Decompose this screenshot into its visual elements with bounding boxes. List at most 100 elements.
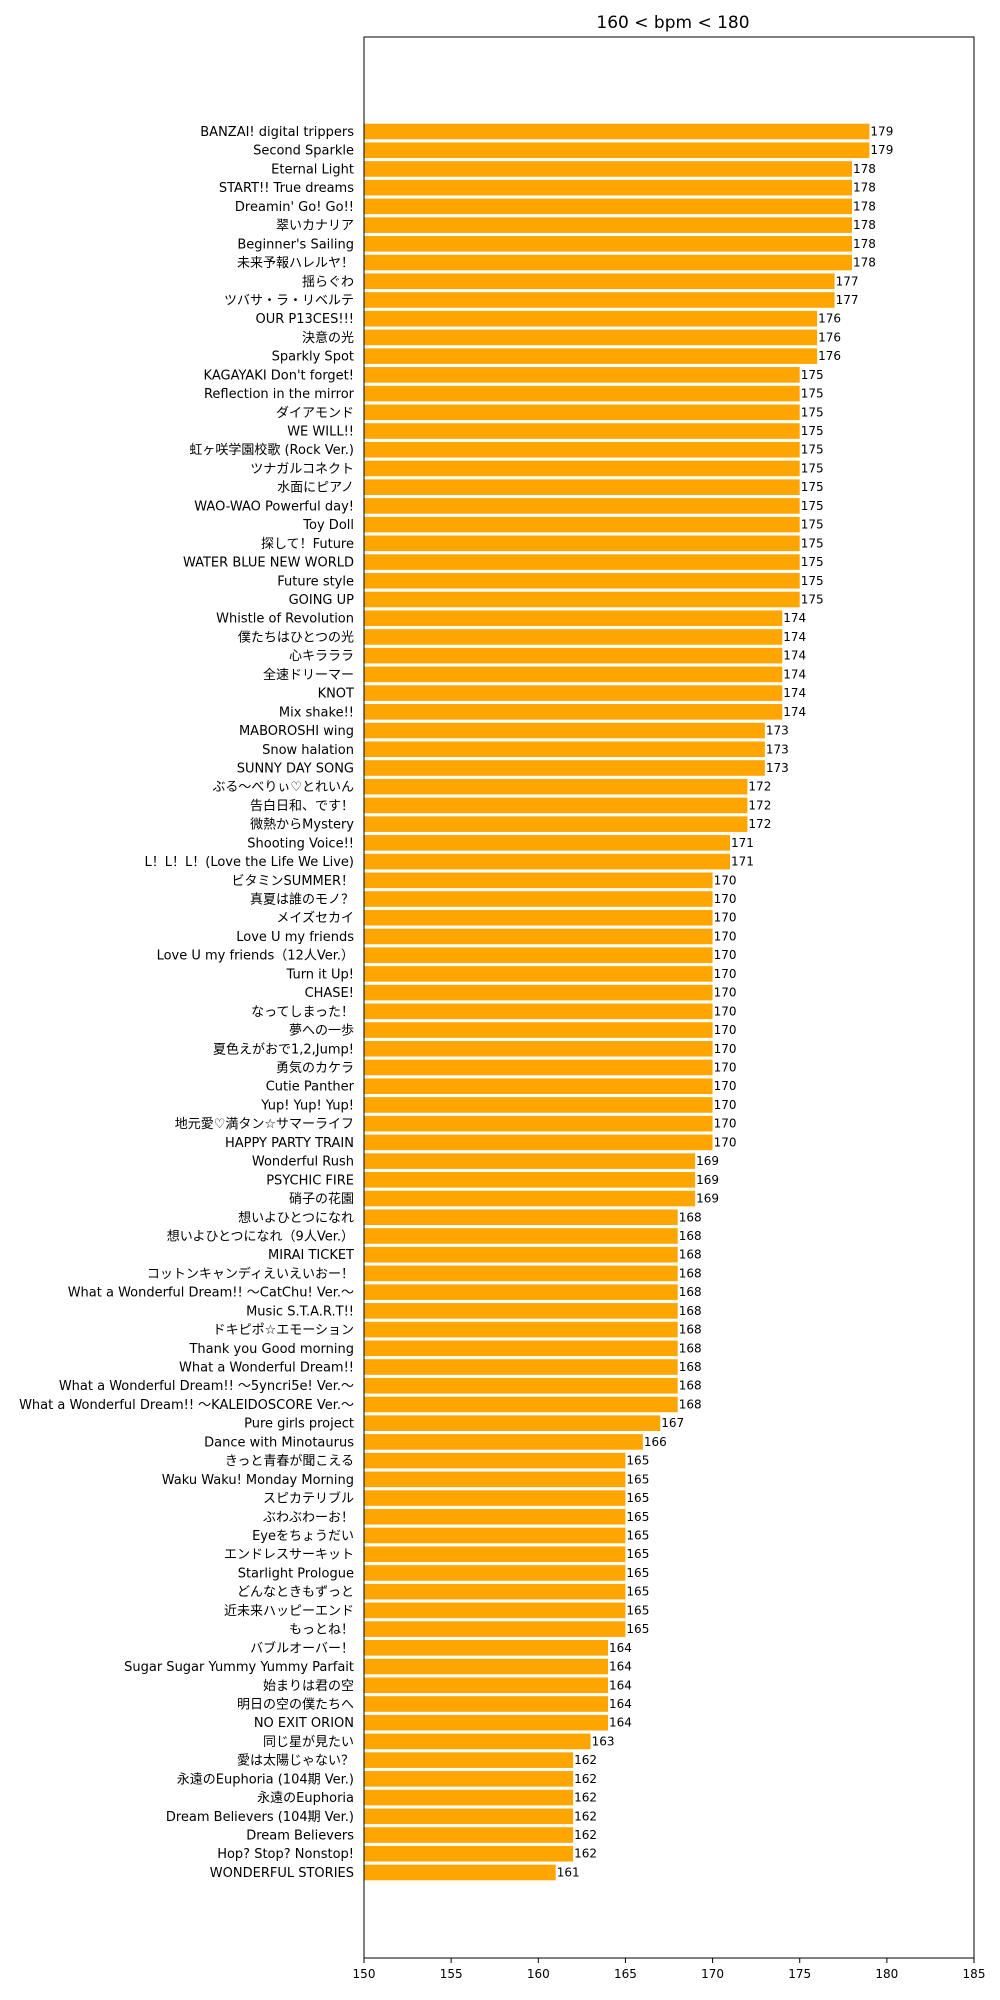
bar [364,1040,713,1057]
bar [364,1789,574,1806]
bar [364,591,800,608]
value-label: 170 [714,1079,737,1093]
bar [364,1340,678,1357]
value-label: 171 [731,836,754,850]
value-label: 170 [714,892,737,906]
category-label: KAGAYAKI Don't forget! [204,368,354,383]
bar [364,1359,678,1375]
category-label: HAPPY PARTY TRAIN [225,1136,354,1151]
x-tick-label: 175 [788,1967,811,1981]
category-label: どんなときもずっと [237,1585,354,1600]
category-label: 明日の空の僕たちへ [237,1697,354,1712]
value-label: 179 [870,143,893,157]
bar [364,1246,678,1263]
value-label: 168 [679,1266,702,1280]
category-label: ぶわぶわーお！ [263,1510,354,1525]
category-label: 永遠のEuphoria [257,1791,354,1806]
category-label: 全速ドリーマー [263,667,354,683]
value-label: 162 [574,1772,597,1786]
value-label: 170 [714,1023,737,1037]
category-label: Thank you Good morning [188,1342,354,1357]
value-label: 164 [609,1641,632,1655]
value-label: 168 [679,1323,702,1337]
category-label: Reflection in the mirror [204,387,355,402]
value-label: 170 [714,929,737,943]
bar [364,1583,626,1600]
category-label: KNOT [318,687,354,702]
value-label: 179 [870,125,893,139]
category-label: START!! True dreams [219,181,354,196]
category-label: 愛は太陽じゃない？ [237,1754,354,1769]
category-label: ツナガルコネクト [250,462,354,477]
bar [364,1078,713,1095]
category-label: 水面にピアノ [277,481,354,496]
category-label: GOING UP [289,593,355,608]
bar [364,273,835,290]
bar [364,479,800,495]
bar [364,1602,626,1619]
bar [364,1696,608,1712]
category-label: WATER BLUE NEW WORLD [183,556,354,571]
bar [364,516,800,533]
bar [364,1265,678,1282]
category-label: 揺らぐわ [302,275,354,290]
category-label: 探して！Future [261,537,354,552]
bar [364,1640,608,1656]
x-tick-label: 185 [963,1967,986,1981]
category-label: Starlight Prologue [238,1566,354,1581]
category-label: What a Wonderful Dream!! 〜CatChu! Ver.〜 [68,1286,354,1301]
value-label: 171 [731,855,754,869]
value-label: 168 [679,1304,702,1318]
category-label: WAO-WAO Powerful day! [194,499,354,514]
value-label: 168 [679,1397,702,1411]
x-tick-label: 165 [614,1967,637,1981]
category-label: Whistle of Revolution [216,612,354,627]
category-label: WE WILL!! [287,425,354,440]
bar [364,610,783,627]
category-label: 勇気のカケラ [276,1060,354,1076]
bar [364,1377,678,1394]
bar [364,1546,626,1563]
value-label: 168 [679,1285,702,1299]
bar [364,1396,678,1413]
value-label: 170 [714,1135,737,1149]
category-label: Eternal Light [271,162,354,177]
bar [364,928,713,945]
category-label: Wonderful Rush [252,1155,354,1170]
category-label: 近未来ハッピーエンド [224,1604,354,1619]
value-label: 174 [783,649,806,663]
bar [364,460,800,477]
category-label: Hop? Stop? Nonstop! [217,1847,354,1862]
value-label: 170 [714,948,737,962]
category-label: CHASE! [305,986,354,1001]
category-label: What a Wonderful Dream!! 〜KALEIDOSCORE V… [19,1398,354,1413]
bar [364,572,800,589]
value-label: 165 [626,1529,649,1543]
category-label: Dance with Minotaurus [204,1435,354,1450]
value-label: 164 [609,1660,632,1674]
value-label: 176 [818,330,841,344]
category-label: 虹ヶ咲学園校歌 (Rock Ver.) [189,442,354,458]
bar [364,1452,626,1469]
bar [364,385,800,402]
bar [364,629,783,645]
category-label: 未来予報ハレルヤ！ [237,256,354,271]
value-label: 165 [626,1491,649,1505]
plot-frame [363,36,975,1959]
bar [364,1845,574,1862]
bar [364,1303,678,1319]
category-label: ドキピポ☆エモーション [213,1323,354,1338]
value-label: 168 [679,1341,702,1355]
bar [364,797,748,814]
value-label: 175 [801,387,824,401]
bar [364,704,783,720]
category-label: バブルオーバー！ [250,1640,354,1656]
bar [364,423,800,439]
value-label: 176 [818,349,841,363]
bar [364,872,713,889]
category-label: 始まりは君の空 [263,1679,354,1694]
category-label: きっと青春が聞こえる [225,1454,354,1469]
value-label: 168 [679,1360,702,1374]
bar [364,1172,696,1188]
value-label: 162 [574,1828,597,1842]
